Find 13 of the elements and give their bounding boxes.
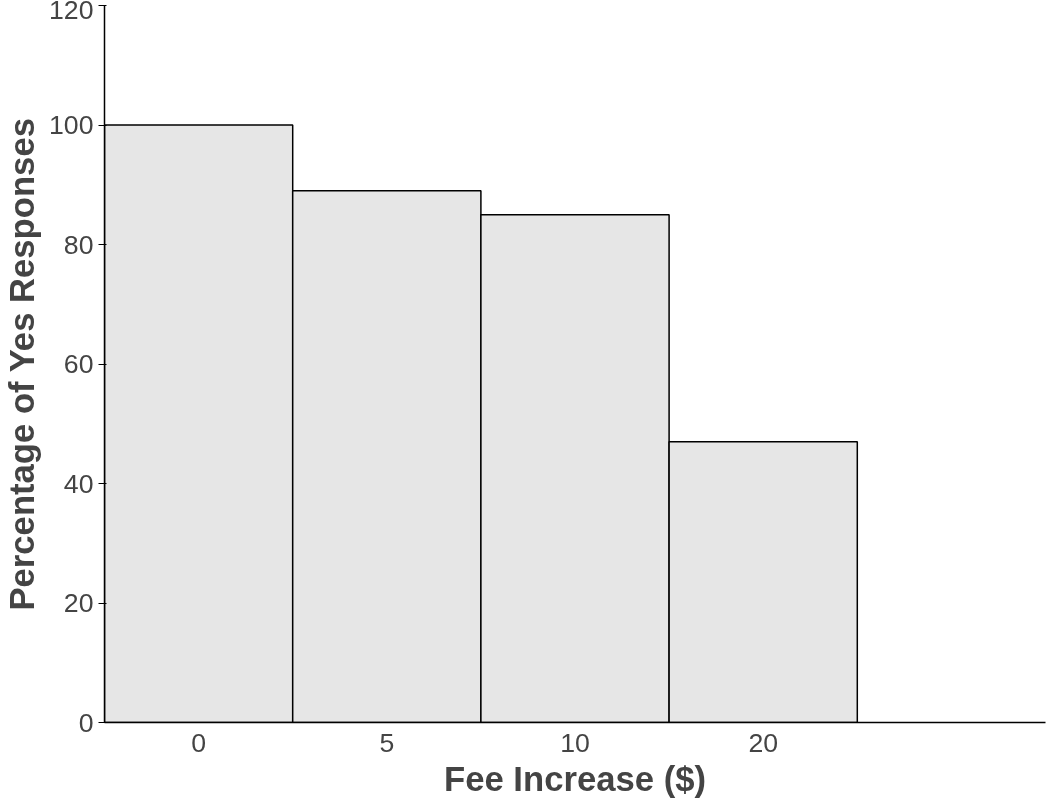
x-axis-title: Fee Increase ($): [444, 759, 707, 798]
y-tick-label: 80: [63, 229, 94, 260]
x-tick-label: 20: [748, 727, 779, 758]
y-axis-title: Percentage of Yes Responses: [3, 118, 42, 611]
x-tick-label: 0: [191, 727, 207, 758]
x-tick-label: 10: [560, 727, 590, 758]
y-tick-label: 20: [63, 588, 94, 618]
y-tick-label: 120: [49, 0, 94, 25]
y-tick-label: 40: [63, 468, 94, 499]
y-tick-label: 100: [49, 110, 94, 140]
y-tick-label: 60: [63, 349, 94, 379]
x-tick-label: 5: [379, 727, 395, 758]
y-tick-label: 0: [78, 707, 94, 738]
